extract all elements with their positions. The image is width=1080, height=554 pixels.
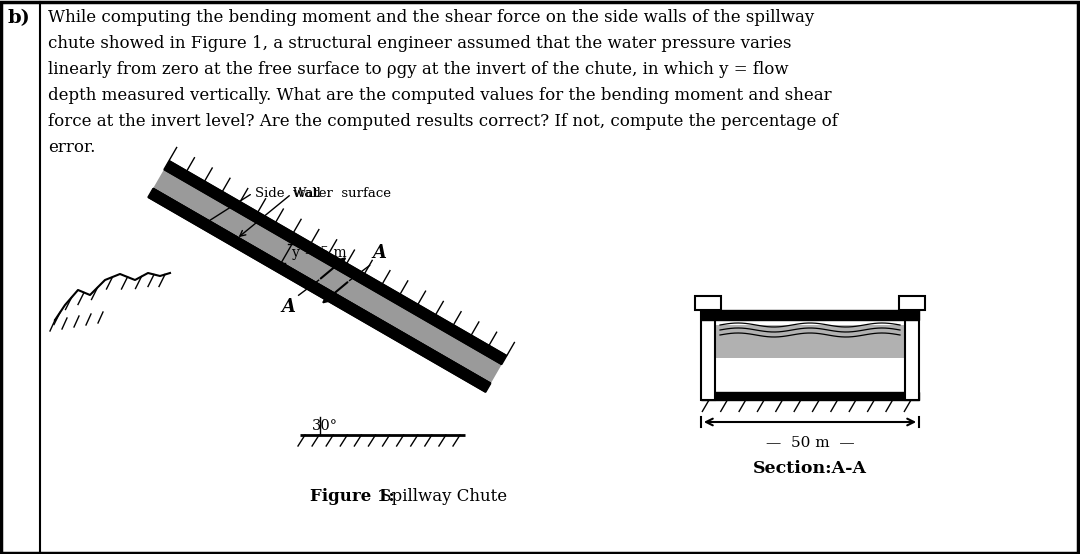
Text: linearly from zero at the free surface to ρgy at the invert of the chute, in whi: linearly from zero at the free surface t…: [48, 61, 788, 78]
Text: depth measured vertically. What are the computed values for the bending moment a: depth measured vertically. What are the …: [48, 87, 832, 104]
Text: chute showed in Figure 1, a structural engineer assumed that the water pressure : chute showed in Figure 1, a structural e…: [48, 35, 792, 52]
Polygon shape: [701, 392, 919, 400]
Polygon shape: [153, 170, 502, 383]
Polygon shape: [164, 161, 507, 365]
Text: y = 5 m: y = 5 m: [292, 246, 347, 260]
Text: A: A: [373, 244, 387, 263]
Text: While computing the bending moment and the shear force on the side walls of the : While computing the bending moment and t…: [48, 9, 814, 26]
Polygon shape: [696, 296, 721, 310]
Polygon shape: [905, 310, 919, 400]
Text: force at the invert level? Are the computed results correct? If not, compute the: force at the invert level? Are the compu…: [48, 113, 838, 130]
Text: 30°: 30°: [312, 419, 338, 433]
Polygon shape: [701, 310, 715, 400]
Text: Water  surface: Water surface: [294, 187, 391, 201]
Text: A: A: [282, 298, 296, 316]
Text: —  50 m  —: — 50 m —: [766, 436, 854, 450]
Polygon shape: [55, 273, 170, 380]
Text: error.: error.: [48, 139, 95, 156]
Text: Section:A-A: Section:A-A: [753, 460, 867, 477]
Text: Figure 1:: Figure 1:: [310, 488, 394, 505]
Polygon shape: [899, 296, 924, 310]
Text: Side  wall: Side wall: [255, 187, 321, 199]
Polygon shape: [701, 310, 919, 320]
Polygon shape: [715, 325, 905, 358]
Text: b): b): [8, 9, 30, 27]
Text: Spillway Chute: Spillway Chute: [375, 488, 508, 505]
Polygon shape: [148, 188, 490, 392]
